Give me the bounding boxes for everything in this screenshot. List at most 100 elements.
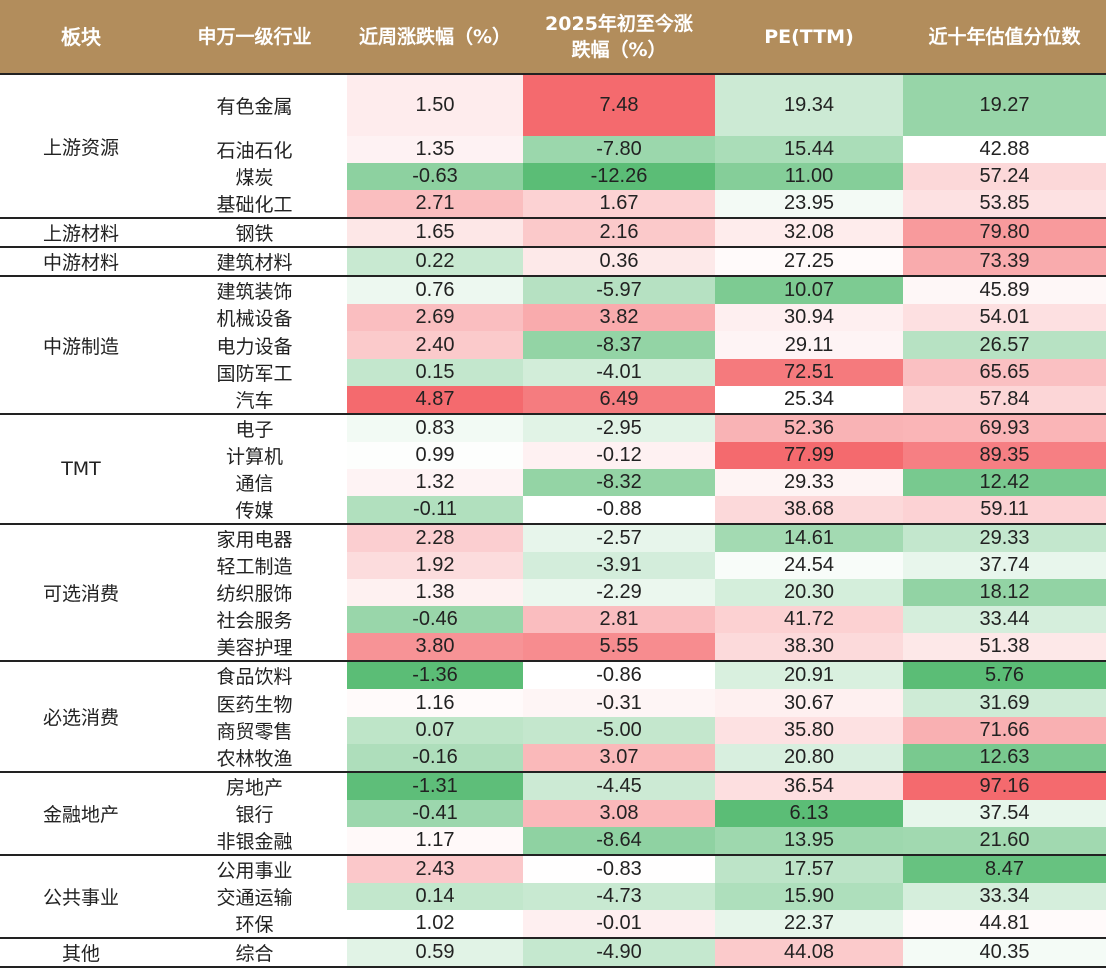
sector-cell: 其他	[0, 937, 162, 968]
table-row: 公共事业 公用事业 2.43 -0.83 17.57 8.47	[0, 854, 1106, 938]
table-row: 上游材料 钢铁 1.65 2.16 32.08 79.80	[0, 217, 1106, 247]
header-weekly-change: 近周涨跌幅（%）	[347, 0, 523, 75]
ytd-change-cell: 7.48	[523, 74, 715, 136]
pe-ttm-cell: 20.80	[715, 744, 903, 772]
pe-ttm-cell: 24.54	[715, 552, 903, 579]
table-row: 电力设备 2.40 -8.37 29.11 26.57	[0, 331, 1106, 359]
table-row: 传媒 -0.11 -0.88 38.68 59.11	[0, 496, 1106, 524]
table-row: 金融地产 房地产 -1.31 -4.45 36.54 97.16	[0, 771, 1106, 855]
pe-ttm-cell: 13.95	[715, 827, 903, 855]
sector-cell: 上游材料	[0, 217, 162, 247]
sector-cell: 中游制造	[0, 275, 162, 414]
header-sector: 板块	[0, 0, 162, 75]
weekly-change-cell: -1.31	[347, 771, 523, 800]
pe-ttm-cell: 32.08	[715, 217, 903, 247]
industry-cell: 综合	[162, 937, 347, 968]
pe-ttm-cell: 30.94	[715, 304, 903, 331]
valuation-percentile-cell: 44.81	[903, 910, 1106, 938]
table-row: 银行 -0.41 3.08 6.13 37.54	[0, 800, 1106, 827]
sector-cell: 中游材料	[0, 246, 162, 276]
weekly-change-cell: 1.38	[347, 579, 523, 606]
weekly-change-cell: 0.76	[347, 275, 523, 304]
industry-cell: 公用事业	[162, 854, 347, 883]
table-row: 美容护理 3.80 5.55 38.30 51.38	[0, 633, 1106, 661]
header-valuation-percentile: 近十年估值分位数	[903, 0, 1106, 75]
header-row: 板块 申万一级行业 近周涨跌幅（%） 2025年初至今涨 跌幅（%） PE(TT…	[0, 0, 1106, 75]
sector-cell: 可选消费	[0, 523, 162, 661]
ytd-change-cell: -5.00	[523, 717, 715, 744]
pe-ttm-cell: 44.08	[715, 937, 903, 968]
ytd-change-cell: 2.16	[523, 217, 715, 247]
table-row: 轻工制造 1.92 -3.91 24.54 37.74	[0, 552, 1106, 579]
pe-ttm-cell: 41.72	[715, 606, 903, 633]
weekly-change-cell: 2.40	[347, 331, 523, 359]
ytd-change-cell: -0.31	[523, 689, 715, 717]
ytd-change-cell: -2.95	[523, 413, 715, 442]
pe-ttm-cell: 36.54	[715, 771, 903, 800]
valuation-percentile-cell: 21.60	[903, 827, 1106, 855]
industry-cell: 国防军工	[216, 363, 293, 385]
weekly-change-cell: 1.50	[347, 74, 523, 136]
pe-ttm-cell: 11.00	[715, 163, 903, 190]
pe-ttm-cell: 72.51	[715, 359, 903, 386]
table-row: 石油石化 1.35 -7.80 15.44 42.88	[0, 136, 1106, 163]
weekly-change-cell: 0.99	[347, 442, 523, 469]
industry-cell: 商贸零售	[216, 721, 293, 743]
weekly-change-cell: 2.28	[347, 523, 523, 552]
industry-cell: 电力设备	[216, 335, 293, 358]
industry-cell: 非银金融	[216, 831, 293, 853]
industry-cell: 轻工制造	[216, 556, 293, 578]
industry-cell: 环保	[235, 914, 274, 936]
valuation-percentile-cell: 57.84	[903, 386, 1106, 414]
industry-cell: 汽车	[235, 390, 274, 412]
weekly-change-cell: 4.87	[347, 386, 523, 414]
weekly-change-cell: 1.16	[347, 689, 523, 717]
valuation-percentile-cell: 37.74	[903, 552, 1106, 579]
industry-cell: 家用电器	[162, 523, 347, 552]
valuation-percentile-cell: 65.65	[903, 359, 1106, 386]
weekly-change-cell: -0.16	[347, 744, 523, 772]
valuation-percentile-cell: 8.47	[903, 854, 1106, 883]
weekly-change-cell: 1.02	[347, 910, 523, 938]
sector-cell: 公共事业	[0, 854, 162, 938]
table-row: 交通运输 0.14 -4.73 15.90 33.34	[0, 883, 1106, 910]
weekly-change-cell: 0.07	[347, 717, 523, 744]
ytd-change-cell: 1.67	[523, 190, 715, 218]
header-ytd-line2: 跌幅（%）	[571, 38, 667, 61]
valuation-percentile-cell: 31.69	[903, 689, 1106, 717]
header-ytd-line1: 2025年初至今涨	[545, 12, 693, 35]
valuation-percentile-cell: 33.34	[903, 883, 1106, 910]
industry-cell: 房地产	[162, 771, 347, 800]
valuation-percentile-cell: 79.80	[903, 217, 1106, 247]
pe-ttm-cell: 17.57	[715, 854, 903, 883]
ytd-change-cell: -4.45	[523, 771, 715, 800]
weekly-change-cell: 1.17	[347, 827, 523, 855]
valuation-percentile-cell: 73.39	[903, 246, 1106, 276]
weekly-change-cell: 1.65	[347, 217, 523, 247]
valuation-percentile-cell: 5.76	[903, 660, 1106, 689]
industry-cell: 电子	[162, 413, 347, 442]
ytd-change-cell: -7.80	[523, 136, 715, 163]
weekly-change-cell: -0.41	[347, 800, 523, 827]
ytd-change-cell: -8.64	[523, 827, 715, 855]
pe-ttm-cell: 15.44	[715, 136, 903, 163]
weekly-change-cell: 2.71	[347, 190, 523, 218]
weekly-change-cell: 0.22	[347, 246, 523, 276]
weekly-change-cell: 0.59	[347, 937, 523, 968]
header-ytd-change: 2025年初至今涨 跌幅（%）	[523, 0, 715, 75]
table-row: 医药生物 1.16 -0.31 30.67 31.69	[0, 689, 1106, 717]
table-row: 非银金融 1.17 -8.64 13.95 21.60	[0, 827, 1106, 855]
pe-ttm-cell: 27.25	[715, 246, 903, 276]
table-row: 基础化工 2.71 1.67 23.95 53.85	[0, 190, 1106, 218]
industry-cell: 美容护理	[216, 637, 293, 659]
weekly-change-cell: 1.32	[347, 469, 523, 496]
pe-ttm-cell: 77.99	[715, 442, 903, 469]
table-row: 通信 1.32 -8.32 29.33 12.42	[0, 469, 1106, 496]
industry-cell: 通信	[235, 473, 274, 495]
table-row: 国防军工 0.15 -4.01 72.51 65.65	[0, 359, 1106, 386]
ytd-change-cell: -4.73	[523, 883, 715, 910]
sector-cell: TMT	[0, 413, 162, 524]
table-row: 煤炭 -0.63 -12.26 11.00 57.24	[0, 163, 1106, 190]
pe-ttm-cell: 29.33	[715, 469, 903, 496]
